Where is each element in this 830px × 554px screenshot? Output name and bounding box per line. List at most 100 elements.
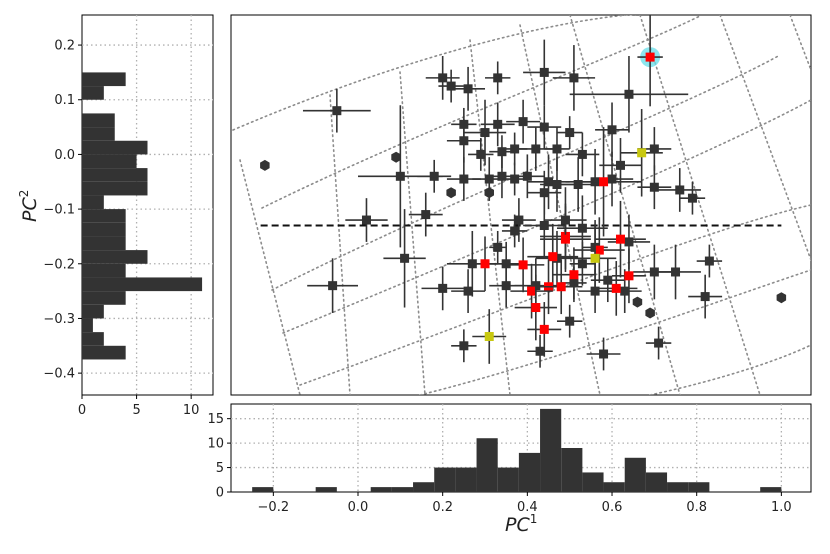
dark-data-point — [556, 304, 583, 338]
dark-square-marker — [620, 286, 630, 296]
histogram-pc2-bar — [82, 291, 126, 305]
dark-data-point — [632, 296, 643, 308]
red-data-point — [527, 223, 579, 290]
dark-square-marker — [493, 242, 503, 252]
dark-square-marker — [497, 147, 507, 157]
grid-curve — [232, 15, 638, 131]
dark-square-marker — [569, 73, 579, 83]
red-data-point — [595, 261, 638, 316]
dark-hex-marker — [645, 307, 655, 319]
red-square-marker — [569, 270, 579, 280]
dark-data-point — [446, 118, 481, 163]
dark-data-point — [485, 61, 511, 95]
dark-square-marker — [649, 144, 659, 154]
yellow-data-point — [573, 225, 617, 292]
histogram-pc2-bar — [82, 318, 93, 333]
histogram-pc2-bar — [82, 113, 115, 128]
dark-data-point — [302, 88, 371, 133]
dark-square-marker — [400, 253, 410, 263]
dark-square-marker — [421, 210, 431, 220]
histogram-pc1-ytick-label: 5 — [216, 461, 224, 476]
histogram-pc1-bar — [518, 452, 541, 492]
red-data-point — [468, 236, 502, 292]
histogram-pc2-bar — [82, 250, 148, 264]
grid-curve — [639, 15, 761, 395]
dark-data-point — [645, 307, 655, 319]
dark-data-point — [599, 138, 642, 193]
yellow-square-marker — [590, 253, 600, 263]
dark-data-point — [658, 168, 701, 212]
histogram-pc2-bar — [82, 127, 115, 141]
dark-square-marker — [552, 179, 562, 189]
dark-square-marker — [539, 67, 549, 77]
grid-curve — [239, 159, 301, 395]
histogram-pc2-bar — [82, 332, 104, 346]
dark-square-marker — [501, 281, 511, 291]
dark-square-marker — [607, 174, 617, 184]
dark-square-marker — [535, 346, 545, 356]
dark-data-point — [506, 99, 541, 144]
histogram-pc2-bar — [82, 304, 104, 319]
dark-square-marker — [446, 81, 456, 91]
histogram-pc1-xticks: −0.2 0.0 0.2 0.4 0.6 0.8 1.0 — [258, 492, 792, 515]
dark-data-point — [556, 116, 583, 149]
histogram-pc2-xticks: 0 5 10 — [78, 395, 199, 418]
dark-data-point — [637, 165, 672, 210]
dark-data-point — [421, 266, 464, 311]
red-square-marker — [624, 271, 634, 281]
dark-data-point — [345, 198, 388, 242]
dark-data-point — [527, 105, 562, 149]
histogram-pc1-bar — [603, 482, 625, 492]
histogram-pc2-xtick-label: 5 — [132, 403, 140, 418]
dark-data-point — [307, 258, 359, 313]
red-data-point — [612, 248, 646, 304]
histogram-pc1-bar — [540, 408, 562, 492]
histogram-pc1-xtick-label: 0.6 — [602, 500, 623, 515]
histogram-pc1-xtick-label: 0.8 — [686, 500, 707, 515]
dark-data-point — [527, 334, 553, 368]
histogram-pc1-xtick-label: 0.4 — [517, 500, 538, 515]
histogram-pc2-bar — [82, 195, 104, 210]
histogram-pc1-bar — [455, 467, 477, 492]
grid-curve — [329, 94, 351, 395]
dark-square-marker — [332, 106, 342, 116]
dark-square-marker — [395, 171, 405, 181]
histogram-pc1-xtick-label: −0.2 — [258, 500, 290, 515]
dark-data-point — [523, 39, 566, 106]
histogram-pc2-bar — [82, 345, 126, 360]
dark-square-marker — [565, 128, 575, 138]
dark-square-marker — [480, 128, 490, 138]
grid-curve — [719, 15, 811, 261]
histogram-pc2-bar — [82, 277, 203, 292]
histogram-pc2-bar — [82, 236, 126, 251]
histogram-pc2-xtick-label: 0 — [78, 403, 86, 418]
grid-curve — [282, 99, 811, 334]
histogram-pc1-bar — [315, 487, 337, 492]
histogram-pc1-bar — [582, 472, 604, 492]
dark-square-marker — [544, 177, 554, 187]
dark-hex-marker — [260, 159, 270, 171]
histogram-pc2-bar — [82, 86, 104, 100]
histogram-pc2-ytick-label: 0.1 — [54, 93, 75, 108]
histogram-pc2-bar — [82, 140, 148, 155]
dark-square-marker — [577, 149, 587, 159]
red-square-marker — [645, 52, 655, 62]
dark-square-marker — [649, 182, 659, 192]
dark-square-marker — [476, 149, 486, 159]
histogram-pc2-ytick-label: −0.1 — [43, 203, 75, 218]
red-square-marker — [611, 283, 621, 293]
dark-data-point — [446, 187, 456, 199]
dark-square-marker — [700, 292, 710, 302]
red-data-point — [527, 302, 562, 357]
grid-curve — [469, 39, 511, 395]
histogram-pc1-bar — [760, 487, 782, 492]
histogram-pc1-panel: −0.2 0.0 0.2 0.4 0.6 0.8 1.0 0 5 10 15 — [207, 403, 812, 515]
histogram-pc1-ytick-label: 0 — [216, 486, 224, 501]
dark-square-marker — [328, 281, 338, 291]
dark-data-point — [552, 45, 596, 111]
dark-data-point — [484, 187, 494, 199]
dark-square-marker — [463, 286, 473, 296]
dark-square-marker — [577, 223, 587, 233]
dark-square-marker — [539, 122, 549, 132]
red-data-point — [595, 200, 646, 278]
